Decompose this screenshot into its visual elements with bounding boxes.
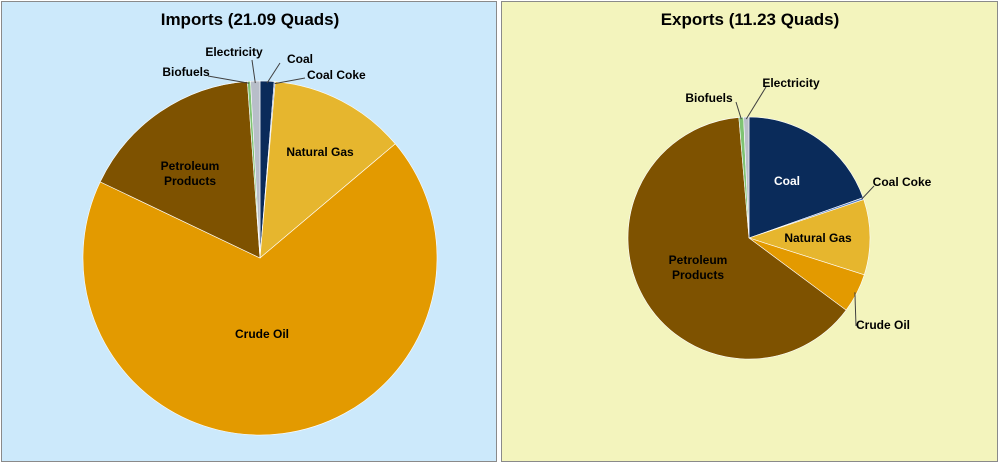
imports-leader-line-electricity [251,59,256,84]
imports-pie-chart: Imports (21.09 Quads) Coal Coal Coke Natur… [82,10,438,436]
imports-labels: Coal Coal Coke Natural Gas Crude Oil Petrole… [161,45,366,341]
exports-leader-line-coal-coke [861,185,875,200]
exports-label-petroleum-products: Petroleum Products [669,253,728,282]
exports-leader-line-electricity [745,86,767,120]
exports-chart-panel: Exports (11.23 Quads) Coal Coal Coke Natur… [501,1,998,462]
imports-label-crude-oil: Crude Oil [235,327,289,341]
exports-slice-electricity [743,116,750,239]
exports-label-coal-coke: Coal Coke [873,175,932,189]
imports-label-coal: Coal [287,52,313,66]
imports-leader-line-coal [266,62,281,84]
exports-slices [627,116,871,360]
imports-chart-panel: Imports (21.09 Quads) Coal Coal Coke Natur… [1,1,497,462]
exports-label-coal: Coal [774,174,800,188]
imports-slice-petroleum-products [99,81,261,259]
exports-slice-coal [748,116,864,239]
exports-label-electricity: Electricity [762,76,820,90]
imports-slice-natural-gas [259,81,396,259]
exports-chart-title: Exports (11.23 Quads) [661,10,840,29]
exports-slice-natural-gas [748,199,871,276]
exports-leader-line-crude-oil [854,292,857,327]
imports-leader-line-coal-coke [274,77,306,85]
imports-chart-title: Imports (21.09 Quads) [161,10,340,29]
imports-label-petroleum-products: Petroleum Products [161,159,220,188]
imports-leader-line-biofuels [207,75,250,84]
exports-pie-chart: Exports (11.23 Quads) Coal Coal Coke Natur… [627,10,932,360]
imports-label-electricity: Electricity [205,45,263,59]
exports-slice-petroleum-products [627,117,847,360]
imports-slices [82,80,438,436]
imports-slice-crude-oil [82,143,438,436]
exports-label-biofuels: Biofuels [685,91,733,105]
exports-labels: Coal Coal Coke Natural Gas Crude Oil Petrole… [669,76,932,332]
imports-label-biofuels: Biofuels [162,65,210,79]
exports-label-crude-oil: Crude Oil [856,318,910,332]
exports-label-natural-gas: Natural Gas [784,231,852,245]
imports-label-coal-coke: Coal Coke [307,68,366,82]
imports-label-natural-gas: Natural Gas [286,145,354,159]
exports-leader-line-biofuels [735,101,742,120]
